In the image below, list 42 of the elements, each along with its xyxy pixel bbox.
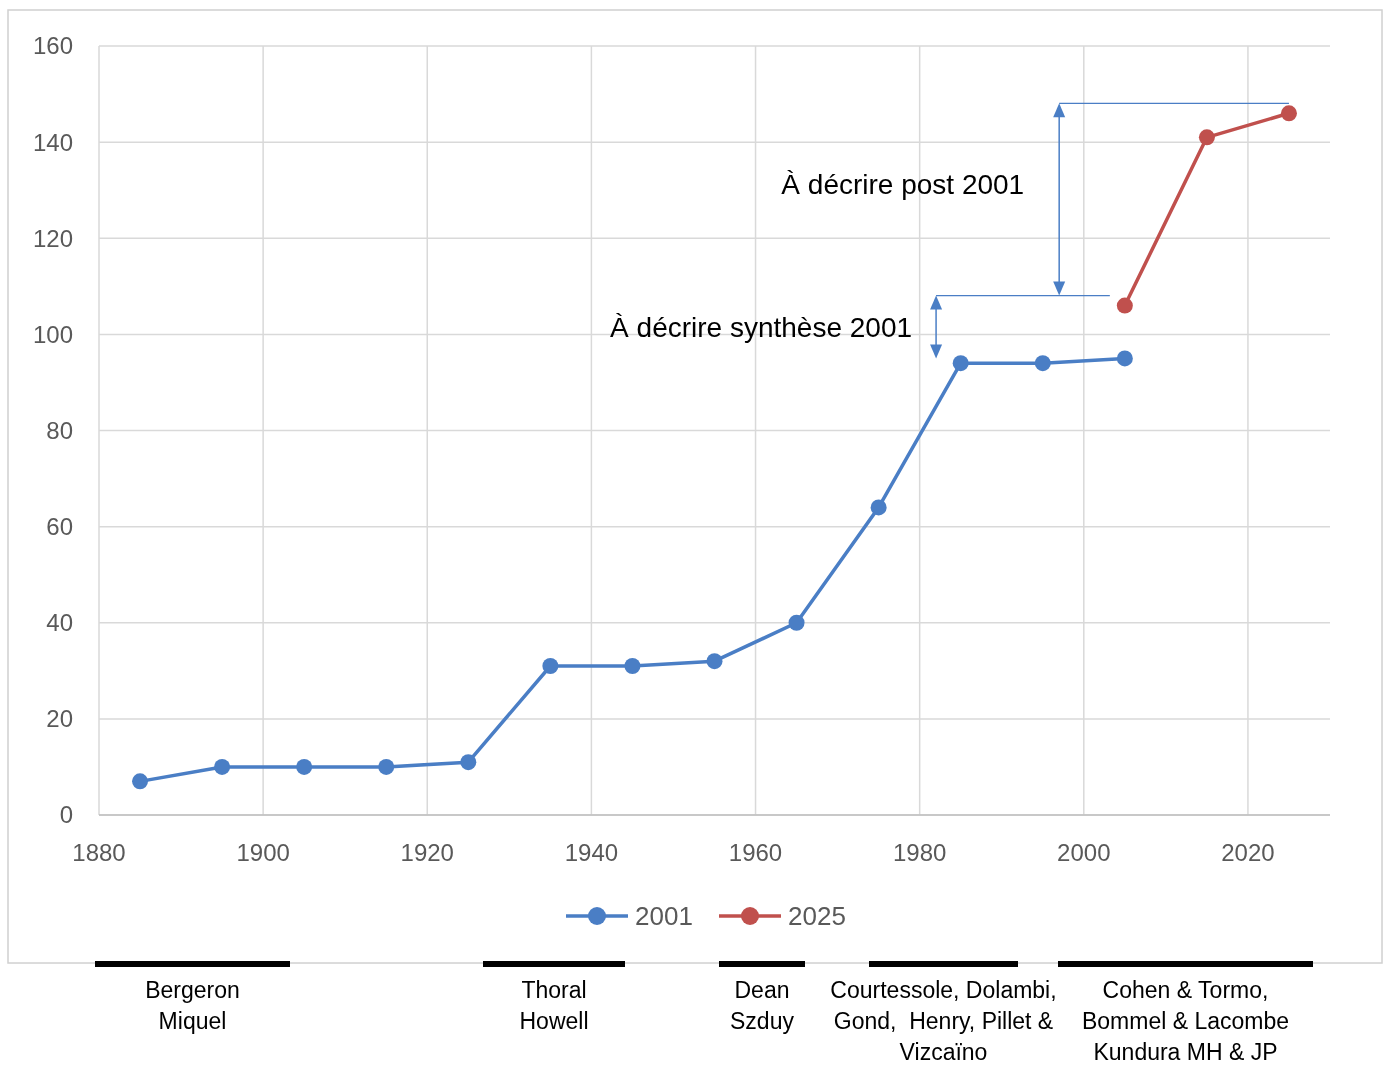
legend-label: 2001	[635, 901, 693, 932]
point	[624, 658, 641, 675]
annotation: À décrire post 2001	[781, 169, 1025, 201]
x-tick-label: 1920	[400, 839, 454, 866]
x-tick-label: 1880	[72, 839, 126, 866]
text: Dean Szduy	[730, 977, 795, 1034]
text: Courtessole, Dolambi, Gond, Henry, Pillet & Vizcaïno	[830, 977, 1057, 1065]
x-tick-label: 1980	[892, 839, 947, 866]
x-tick-label: 2000	[1057, 839, 1111, 866]
x-tick-label: 1960	[728, 839, 783, 866]
y-tick-label: 160	[32, 32, 73, 60]
y-tick-label: 80	[46, 416, 73, 444]
legend-label: 2025	[788, 901, 846, 932]
point	[542, 658, 559, 675]
text: Bergeron Miquel	[145, 977, 240, 1034]
point	[1116, 297, 1133, 314]
x-tick-label: 2020	[1221, 839, 1275, 866]
y-tick-label: 0	[59, 801, 73, 829]
point	[378, 758, 395, 775]
point	[952, 355, 969, 372]
point	[296, 758, 313, 775]
point	[788, 614, 805, 631]
point	[214, 758, 231, 775]
y-tick-label: 40	[46, 609, 73, 637]
point	[1034, 355, 1051, 372]
y-tick-label: 120	[32, 224, 73, 252]
point	[706, 653, 723, 670]
y-tick-label: 140	[32, 128, 73, 156]
y-tick-label: 20	[46, 705, 73, 733]
x-tick-label: 1900	[236, 839, 290, 866]
point	[870, 499, 887, 516]
y-tick-label: 100	[32, 320, 73, 348]
point	[1116, 350, 1133, 367]
text: Thoral Howell	[519, 977, 589, 1034]
point	[460, 754, 477, 771]
y-tick-label: 60	[46, 513, 73, 541]
text: Cohen & Tormo, Bommel & Lacombe Kundura MH & JP	[1081, 977, 1290, 1065]
annotation: À décrire synthèse 2001	[610, 311, 913, 343]
x-tick-label: 1940	[564, 839, 619, 866]
point	[1198, 129, 1215, 146]
point	[1280, 105, 1297, 122]
point	[132, 773, 149, 790]
